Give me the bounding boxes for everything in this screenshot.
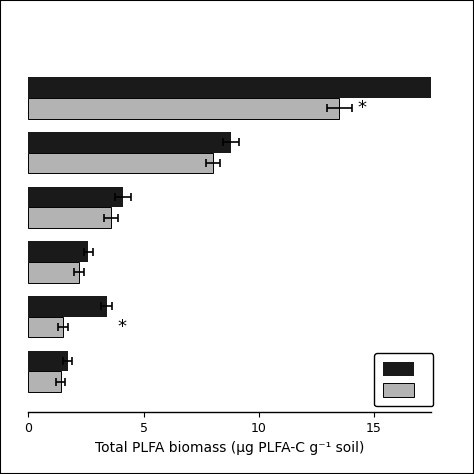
Legend: , : ,	[374, 353, 433, 406]
Text: *: *	[358, 99, 367, 117]
Bar	[28, 262, 79, 283]
Bar	[28, 371, 61, 392]
Bar	[28, 98, 339, 118]
Bar	[28, 153, 213, 173]
Bar	[28, 317, 63, 337]
Text: *: *	[117, 318, 126, 336]
X-axis label: Total PLFA biomass (μg PLFA-C g⁻¹ soil): Total PLFA biomass (μg PLFA-C g⁻¹ soil)	[95, 441, 365, 455]
Bar	[28, 77, 474, 98]
Bar	[28, 351, 68, 371]
Bar	[28, 207, 111, 228]
Bar	[28, 296, 107, 317]
Bar	[28, 186, 123, 207]
Bar	[28, 241, 88, 262]
Bar	[28, 132, 231, 153]
